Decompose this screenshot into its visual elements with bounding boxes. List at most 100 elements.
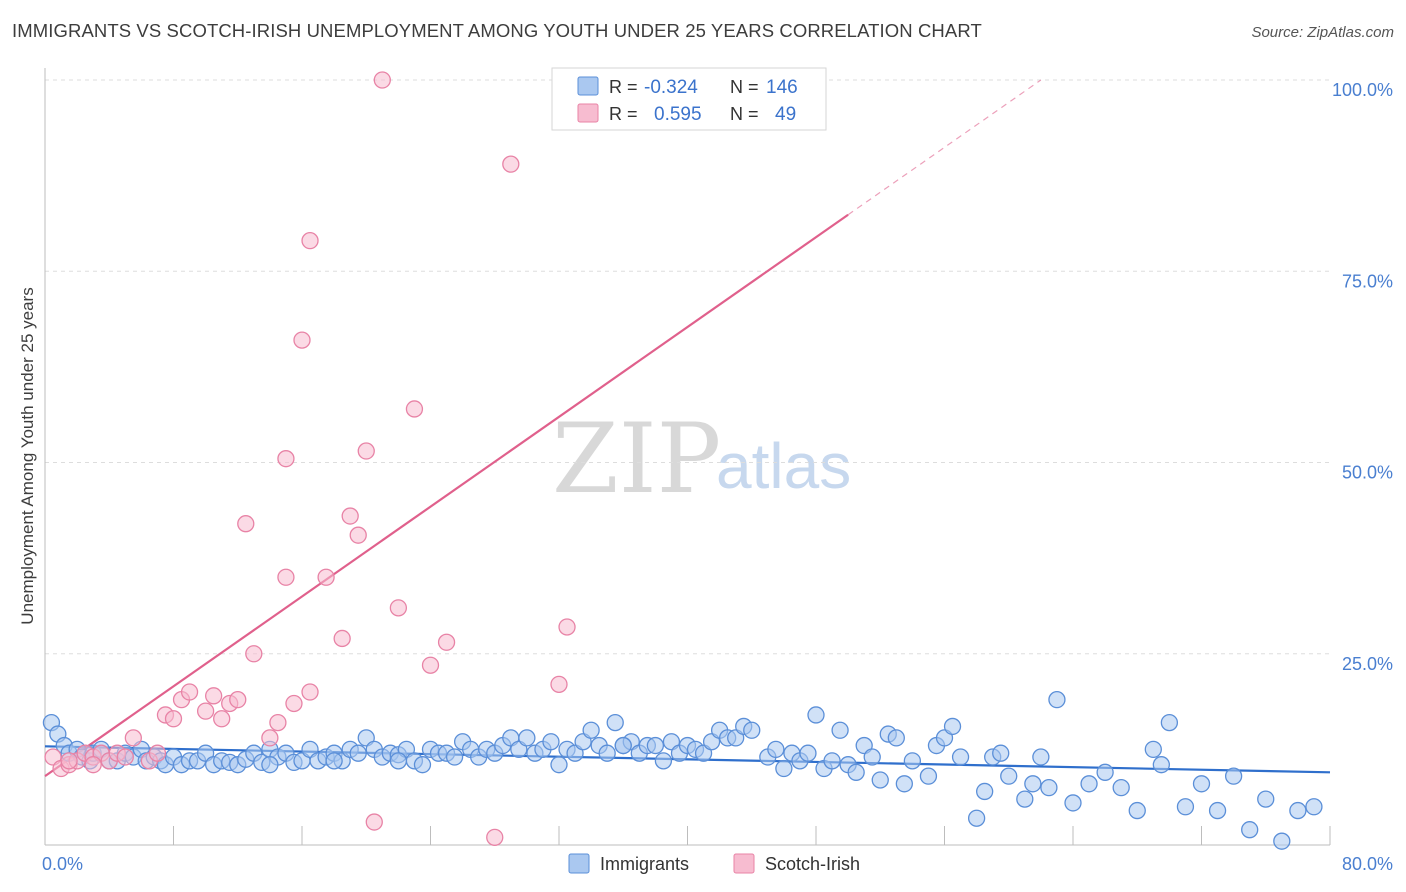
immigrants-point bbox=[895, 775, 913, 793]
immigrants-point bbox=[1000, 767, 1018, 785]
immigrants-point bbox=[992, 744, 1010, 762]
immigrants-point bbox=[598, 744, 616, 762]
immigrants-point bbox=[1112, 778, 1130, 797]
y-tick-label: 50.0% bbox=[1342, 463, 1393, 483]
immigrants-point bbox=[445, 748, 464, 766]
legend-immigrants-label: Immigrants bbox=[600, 854, 689, 874]
scotch-irish-point bbox=[277, 450, 295, 468]
axes bbox=[44, 68, 1331, 846]
scotch-irish-n-value: 49 bbox=[775, 104, 796, 125]
immigrants-point bbox=[1152, 756, 1170, 774]
scotch-irish-r-value: 0.595 bbox=[654, 104, 702, 125]
immigrants-point bbox=[1032, 748, 1050, 766]
immigrants-point bbox=[967, 809, 986, 827]
immigrants-point bbox=[1024, 775, 1042, 793]
scotch-irish-point bbox=[124, 729, 142, 747]
scotch-irish-trend-line bbox=[44, 213, 849, 778]
x-tick-label: 0.0% bbox=[42, 854, 83, 874]
immigrants-point bbox=[1144, 740, 1162, 759]
immigrants-point bbox=[1040, 778, 1058, 797]
immigrants-point bbox=[614, 736, 632, 755]
immigrants-point bbox=[349, 744, 367, 762]
immigrants-point bbox=[823, 752, 841, 770]
immigrants-point bbox=[550, 756, 568, 774]
scotch-irish-point bbox=[502, 155, 520, 173]
scotch-irish-point bbox=[437, 633, 456, 651]
scotch-irish-point bbox=[164, 710, 183, 728]
immigrants-point bbox=[1096, 763, 1114, 781]
scotch-irish-point bbox=[365, 813, 383, 831]
scotch-irish-point bbox=[269, 713, 287, 732]
stats-box: R = -0.324 N = 146 R = 0.595 N = 49 bbox=[551, 67, 827, 131]
scotch-irish-point bbox=[550, 675, 568, 693]
immigrants-point bbox=[413, 756, 432, 774]
immigrants-swatch bbox=[577, 76, 599, 96]
immigrants-point bbox=[887, 729, 905, 747]
immigrants-point bbox=[919, 767, 938, 785]
immigrants-point bbox=[1257, 790, 1275, 808]
scotch-irish-point bbox=[373, 71, 391, 89]
immigrants-point bbox=[1080, 775, 1098, 793]
immigrants-n-value: 146 bbox=[766, 77, 798, 98]
immigrants-point bbox=[943, 717, 962, 736]
immigrants-point bbox=[1224, 767, 1243, 785]
scotch-irish-point bbox=[277, 568, 295, 586]
scotch-irish-trend-extension bbox=[847, 79, 1042, 216]
scotch-irish-point bbox=[389, 599, 408, 617]
scotch-irish-r-label: R = bbox=[609, 104, 638, 124]
immigrants-point bbox=[1048, 691, 1066, 709]
scotch-irish-point bbox=[205, 687, 223, 705]
immigrants-point bbox=[799, 744, 817, 762]
scotch-irish-point bbox=[341, 507, 359, 525]
scotch-irish-point bbox=[148, 744, 167, 762]
immigrants-point bbox=[1273, 832, 1291, 850]
immigrants-point bbox=[542, 733, 560, 751]
immigrants-point bbox=[1128, 801, 1146, 820]
immigrants-point bbox=[1241, 821, 1259, 839]
x-tick-label: 80.0% bbox=[1342, 854, 1393, 874]
scotch-irish-point bbox=[357, 442, 375, 460]
gridlines bbox=[45, 79, 1330, 655]
scotch-irish-point bbox=[237, 515, 255, 533]
immigrants-point bbox=[871, 771, 889, 789]
immigrants-point bbox=[807, 706, 825, 724]
scotch-irish-point bbox=[317, 568, 335, 586]
immigrants-point bbox=[646, 736, 665, 755]
scotch-irish-n-label: N = bbox=[730, 104, 759, 124]
scotch-irish-point bbox=[421, 656, 440, 674]
y-tick-label: 25.0% bbox=[1342, 654, 1393, 674]
scotch-irish-point bbox=[293, 331, 311, 349]
watermark-zip: ZIP bbox=[552, 403, 721, 515]
immigrants-point bbox=[606, 713, 624, 732]
legend-scotch-irish-swatch bbox=[733, 853, 755, 874]
scotch-irish-points bbox=[44, 71, 576, 846]
immigrants-point bbox=[863, 748, 881, 766]
scotch-irish-point bbox=[180, 683, 199, 701]
immigrants-point bbox=[1176, 798, 1195, 816]
scotch-irish-point bbox=[285, 694, 303, 713]
scotch-irish-point bbox=[60, 752, 78, 770]
immigrants-point bbox=[654, 752, 673, 770]
y-tick-label: 100.0% bbox=[1332, 80, 1393, 100]
scotch-irish-point bbox=[349, 526, 367, 544]
immigrants-point bbox=[1016, 790, 1034, 808]
immigrants-r-value: -0.324 bbox=[644, 77, 698, 98]
immigrants-point bbox=[582, 721, 600, 739]
legend: Immigrants Scotch-Irish bbox=[568, 853, 860, 874]
immigrants-point bbox=[831, 721, 849, 739]
immigrants-point bbox=[951, 748, 970, 766]
scotch-irish-point bbox=[245, 645, 263, 663]
immigrants-point bbox=[1208, 801, 1227, 820]
immigrants-point bbox=[767, 740, 785, 759]
scotch-irish-point bbox=[333, 629, 351, 648]
scotch-irish-point bbox=[84, 756, 102, 774]
scotch-irish-point bbox=[116, 748, 134, 766]
immigrants-point bbox=[518, 729, 536, 747]
watermark-atlas: atlas bbox=[716, 430, 851, 502]
scotch-irish-point bbox=[558, 618, 576, 636]
immigrants-point bbox=[389, 752, 408, 770]
scotch-irish-swatch bbox=[577, 103, 599, 123]
scotch-irish-point bbox=[301, 231, 319, 250]
immigrants-point bbox=[325, 752, 343, 770]
